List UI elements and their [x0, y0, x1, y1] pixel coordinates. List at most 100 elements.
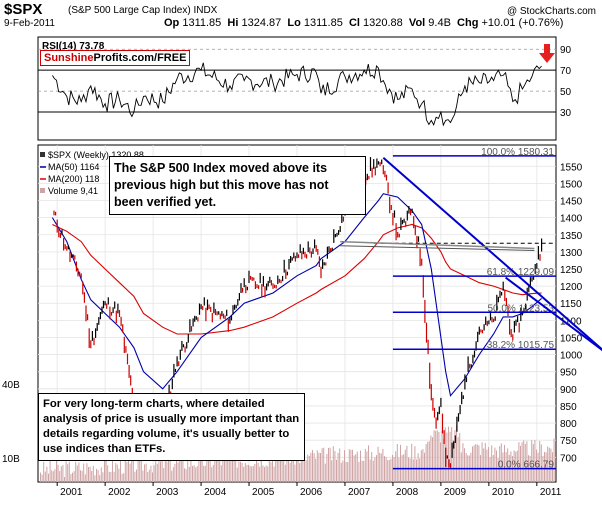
price-tick-label: 1200 — [560, 282, 583, 293]
volume-bar — [222, 456, 224, 482]
volume-bar — [459, 432, 461, 482]
volume-bar — [51, 470, 53, 482]
legend-swatch-price — [40, 152, 45, 157]
volume-bar — [430, 435, 432, 482]
volume-bar — [78, 462, 80, 482]
volume-bar — [377, 446, 379, 482]
volume-bar — [228, 458, 230, 482]
volume-bar — [552, 452, 553, 482]
volume-bar — [128, 459, 129, 482]
moving-average-lines — [51, 193, 542, 397]
volume-bar — [475, 444, 477, 482]
volume-bar — [457, 437, 459, 482]
volume-bar — [169, 455, 171, 482]
rsi-axis: 90 70 50 30 RSI(14) 73.78 — [42, 41, 572, 119]
volume-bar — [225, 455, 227, 482]
volume-bar — [129, 463, 131, 482]
volume-bar — [348, 449, 350, 482]
vol-label: Vol — [408, 17, 426, 29]
volume-bar — [147, 472, 149, 482]
volume-bar — [296, 455, 297, 482]
volume-bar — [203, 465, 205, 482]
fib-level-label: 61.8% 1229.09 — [487, 267, 555, 278]
volume-bar — [80, 470, 81, 482]
volume-bar — [435, 430, 437, 482]
x-tick-label: 2004 — [204, 487, 227, 498]
volume-bar — [302, 453, 304, 482]
volume-bar — [524, 443, 526, 482]
volume-bar — [361, 460, 363, 482]
volume-bar — [345, 461, 347, 482]
volume-bar — [286, 451, 288, 482]
volume-bar — [406, 445, 408, 482]
volume-bar — [376, 455, 377, 482]
volume-bar — [174, 464, 176, 482]
volume-bar — [150, 465, 152, 482]
volume-bar — [454, 430, 456, 482]
ma200-line — [52, 223, 542, 335]
volume-bar — [177, 462, 179, 482]
volume-bar — [243, 466, 245, 482]
arrow-down-icon — [539, 44, 555, 63]
volume-bar — [326, 454, 328, 482]
price-tick-label: 850 — [560, 402, 577, 413]
rsi-tick-label: 30 — [560, 108, 572, 119]
volume-bar — [161, 456, 163, 482]
volume-bar — [56, 460, 57, 482]
sunshine-profits-logo[interactable]: SunshineProfits.com/FREE — [40, 50, 191, 66]
volume-bar — [164, 457, 166, 482]
volume-bar — [72, 472, 73, 482]
volume-bar — [388, 460, 390, 482]
volume-bar — [262, 465, 264, 482]
volume-bar — [187, 460, 189, 482]
volume-bar — [337, 452, 339, 482]
volume-bar — [363, 461, 365, 482]
logo-sunshine-text: Sunshine — [44, 52, 94, 64]
volume-bar — [291, 458, 293, 482]
volume-bar — [488, 447, 489, 482]
volume-bar — [366, 451, 368, 482]
volume-bar — [132, 457, 134, 482]
volume-bar — [331, 460, 333, 482]
lo-value: 1311.85 — [303, 17, 343, 29]
volume-bar — [275, 457, 277, 482]
volume-bar — [531, 440, 533, 482]
volume-bar — [350, 449, 352, 482]
volume-bar — [46, 466, 48, 482]
volume-bar — [473, 445, 475, 482]
volume-bar — [537, 452, 539, 482]
volume-bar — [336, 459, 337, 482]
price-tick-label: 1250 — [560, 265, 583, 276]
chart-title: $SPX — [4, 1, 43, 18]
volume-bar — [48, 473, 49, 482]
volume-bar — [374, 457, 376, 482]
volume-bar — [292, 448, 294, 482]
ma50-line — [51, 193, 542, 397]
volume-bar — [168, 460, 169, 482]
volume-tick-label: 10B — [2, 454, 20, 465]
volume-bar — [422, 449, 424, 482]
volume-bar — [44, 471, 46, 482]
volume-bar — [550, 448, 552, 482]
volume-bar — [364, 448, 366, 482]
legend-swatch-volume — [40, 188, 45, 193]
volume-bar — [540, 444, 542, 482]
volume-bar — [201, 453, 203, 482]
volume-bar — [358, 461, 360, 482]
volume-bar — [385, 457, 387, 482]
volume-bar — [312, 450, 313, 482]
x-tick-label: 2008 — [396, 487, 419, 498]
volume-bar — [283, 456, 285, 482]
price-tick-label: 1350 — [560, 231, 583, 242]
volume-bar — [188, 466, 190, 482]
volume-bar — [105, 459, 107, 482]
volume-bar — [185, 469, 187, 482]
volume-bar — [41, 474, 43, 482]
volume-bar — [408, 457, 409, 482]
volume-bar — [120, 460, 121, 482]
volume-bar — [395, 451, 397, 482]
volume-bar — [52, 471, 54, 482]
volume-bar — [294, 464, 296, 482]
volume-bar — [462, 443, 464, 482]
volume-bar — [502, 452, 504, 482]
